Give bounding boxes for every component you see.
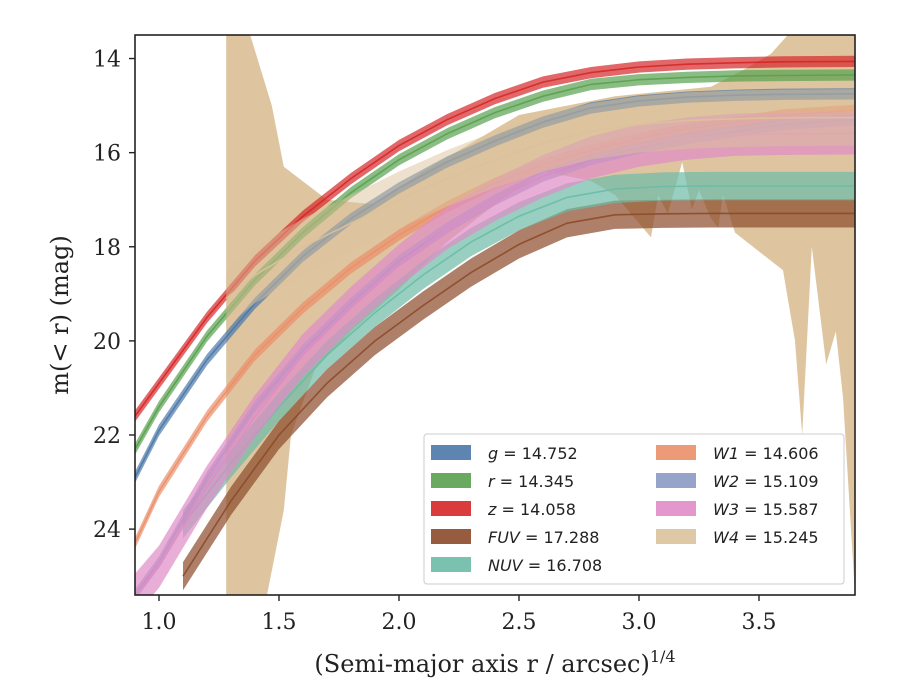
y-tick-label: 14 bbox=[93, 48, 121, 73]
x-tick-label: 1.0 bbox=[142, 610, 177, 635]
band-w3 bbox=[135, 112, 855, 595]
legend-label: g = 14.752 bbox=[488, 444, 578, 463]
legend-item-w3: W3 = 15.587 bbox=[656, 500, 819, 519]
legend-item-nuv: NUV = 16.708 bbox=[431, 556, 602, 575]
y-tick-label: 24 bbox=[93, 518, 121, 543]
legend-label: W3 = 15.587 bbox=[713, 500, 819, 519]
legend-label: W2 = 15.109 bbox=[713, 472, 819, 491]
legend-swatch bbox=[431, 529, 471, 544]
legend-swatch bbox=[656, 445, 696, 460]
legend-swatch bbox=[431, 501, 471, 516]
series-layer bbox=[135, 55, 855, 595]
plot-frame bbox=[134, 34, 856, 596]
legend-label: FUV = 17.288 bbox=[488, 528, 599, 547]
x-axis-title: (Semi-major axis r / arcsec)1/4 bbox=[314, 647, 675, 678]
series-fuv bbox=[182, 199, 855, 591]
x-tick-label: 2.5 bbox=[502, 610, 537, 635]
legend-item-w4: W4 = 15.245 bbox=[656, 528, 819, 547]
legend-label: W4 = 15.245 bbox=[713, 528, 819, 547]
legend-label: r = 14.345 bbox=[488, 472, 574, 491]
legend-swatch bbox=[431, 445, 471, 460]
band-w1 bbox=[135, 104, 855, 549]
x-axis-title-exponent: 1/4 bbox=[650, 647, 676, 666]
legend-label: W1 = 14.606 bbox=[713, 444, 819, 463]
legend-label: z = 14.058 bbox=[487, 500, 576, 519]
legend-item-r: r = 14.345 bbox=[431, 472, 574, 491]
series-w4 bbox=[225, 89, 855, 327]
legend-swatch bbox=[656, 473, 696, 488]
legend-label: NUV = 16.708 bbox=[488, 556, 602, 575]
legend-swatch bbox=[656, 501, 696, 516]
legend-item-fuv: FUV = 17.288 bbox=[431, 528, 599, 547]
legend-item-w1: W1 = 14.606 bbox=[656, 444, 819, 463]
line-fuv bbox=[182, 212, 855, 577]
line-w4 bbox=[225, 116, 855, 300]
band-fuv bbox=[183, 199, 855, 591]
legend-item-z: z = 14.058 bbox=[431, 500, 576, 519]
x-tick-label: 1.5 bbox=[262, 610, 297, 635]
y-axis-title: m(< r) (mag) bbox=[46, 235, 74, 394]
y-tick-label: 20 bbox=[93, 330, 121, 355]
legend-item-w2: W2 = 15.109 bbox=[656, 472, 819, 491]
x-tick-label: 3.5 bbox=[742, 610, 777, 635]
legend-item-g: g = 14.752 bbox=[431, 444, 578, 463]
band-w4 bbox=[226, 89, 855, 327]
y-axis: 14 16 18 20 22 24 bbox=[93, 48, 135, 543]
line-nuv bbox=[182, 185, 855, 525]
legend-swatch bbox=[431, 557, 471, 572]
legend-swatch bbox=[656, 529, 696, 544]
legend-box bbox=[423, 433, 845, 585]
x-tick-label: 3.0 bbox=[622, 610, 657, 635]
legend-swatch bbox=[431, 473, 471, 488]
x-tick-label: 2.0 bbox=[382, 610, 417, 635]
legend: g = 14.752 r = 14.345 z = 14.058 FUV = 17.2… bbox=[423, 433, 845, 585]
x-axis: 1.0 1.5 2.0 2.5 3.0 3.5 bbox=[142, 595, 777, 635]
y-tick-label: 22 bbox=[93, 424, 121, 449]
y-tick-label: 16 bbox=[93, 142, 121, 167]
y-tick-label: 18 bbox=[93, 236, 121, 261]
